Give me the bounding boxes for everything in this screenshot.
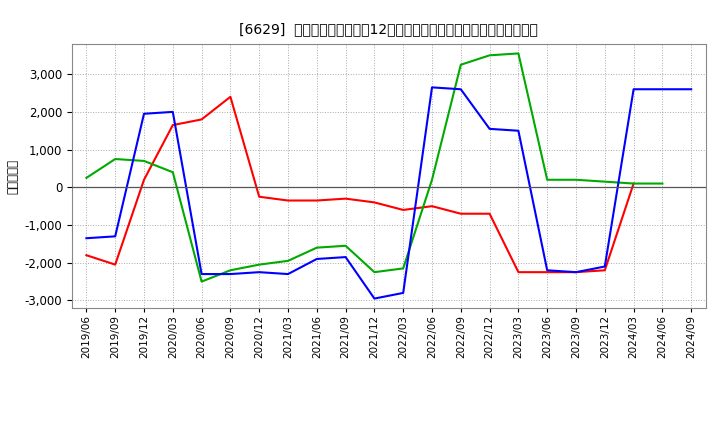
フリーCF [140, 111, 148, 117]
フリーCF [226, 271, 235, 277]
フリーCF [687, 87, 696, 92]
営業CF [111, 262, 120, 267]
営業CF [600, 268, 609, 273]
フリーCF [168, 109, 177, 114]
フリーCF [572, 270, 580, 275]
投資CF [600, 179, 609, 184]
営業CF [82, 253, 91, 258]
フリーCF [485, 126, 494, 132]
フリーCF [514, 128, 523, 133]
投資CF [543, 177, 552, 183]
Line: フリーCF: フリーCF [86, 88, 691, 299]
フリーCF [197, 271, 206, 277]
フリーCF [284, 271, 292, 277]
Title: [6629]  キャッシュフローの12か月移動合計の対前年同期増減額の推移: [6629] キャッシュフローの12か月移動合計の対前年同期増減額の推移 [239, 22, 539, 36]
営業CF [370, 200, 379, 205]
フリーCF [543, 268, 552, 273]
営業CF [312, 198, 321, 203]
営業CF [341, 196, 350, 201]
営業CF [255, 194, 264, 199]
営業CF [514, 270, 523, 275]
Line: 投資CF: 投資CF [86, 53, 662, 282]
投資CF [572, 177, 580, 183]
投資CF [226, 268, 235, 273]
投資CF [140, 158, 148, 164]
投資CF [658, 181, 667, 186]
フリーCF [312, 257, 321, 262]
営業CF [428, 204, 436, 209]
フリーCF [370, 296, 379, 301]
投資CF [168, 169, 177, 175]
投資CF [399, 266, 408, 271]
営業CF [284, 198, 292, 203]
営業CF [226, 94, 235, 99]
営業CF [485, 211, 494, 216]
投資CF [456, 62, 465, 67]
フリーCF [82, 235, 91, 241]
フリーCF [255, 270, 264, 275]
営業CF [543, 270, 552, 275]
投資CF [370, 270, 379, 275]
投資CF [428, 177, 436, 183]
営業CF [456, 211, 465, 216]
フリーCF [341, 254, 350, 260]
フリーCF [399, 290, 408, 296]
フリーCF [428, 85, 436, 90]
フリーCF [111, 234, 120, 239]
投資CF [111, 156, 120, 161]
投資CF [255, 262, 264, 267]
営業CF [629, 181, 638, 186]
投資CF [284, 258, 292, 264]
Y-axis label: （百万円）: （百万円） [6, 158, 19, 194]
営業CF [168, 122, 177, 128]
投資CF [629, 181, 638, 186]
Line: 営業CF: 営業CF [86, 97, 634, 272]
投資CF [485, 53, 494, 58]
フリーCF [629, 87, 638, 92]
フリーCF [600, 264, 609, 269]
投資CF [312, 245, 321, 250]
投資CF [82, 175, 91, 180]
投資CF [341, 243, 350, 249]
投資CF [514, 51, 523, 56]
投資CF [197, 279, 206, 284]
営業CF [140, 177, 148, 183]
営業CF [572, 270, 580, 275]
フリーCF [456, 87, 465, 92]
営業CF [399, 207, 408, 213]
営業CF [197, 117, 206, 122]
